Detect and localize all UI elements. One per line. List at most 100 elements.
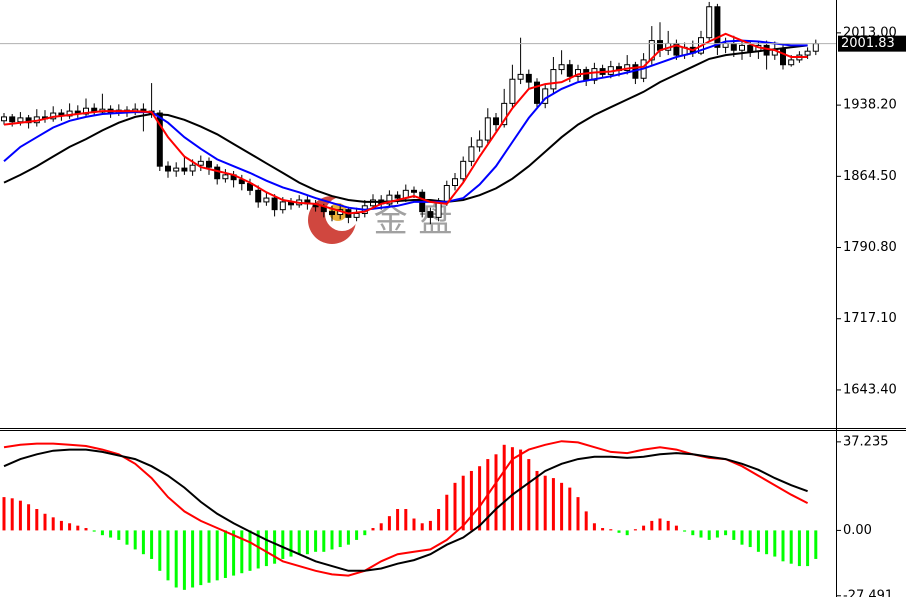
candle-body [271, 197, 278, 211]
histogram-bar [371, 528, 375, 531]
candle-body [780, 48, 786, 66]
histogram-bar [535, 470, 539, 531]
candle-body [534, 81, 540, 104]
candle-body [517, 73, 524, 80]
histogram-bar [789, 530, 793, 564]
candle-body [206, 160, 212, 168]
candle-body [804, 50, 811, 56]
candle-body [9, 116, 16, 123]
y-tick-label: -27.491 [843, 588, 893, 597]
histogram-bar [806, 530, 810, 567]
histogram-bar [756, 530, 760, 552]
histogram-bar [346, 530, 350, 545]
indicator-line [3, 44, 808, 203]
histogram-bar [191, 530, 195, 588]
histogram-bar [84, 528, 88, 531]
candle-body [583, 69, 590, 81]
histogram-bar [576, 497, 580, 531]
candle-body [181, 167, 188, 172]
y-tick-label: 1864.50 [843, 169, 897, 184]
candle-body [173, 167, 180, 172]
candle-body [353, 213, 360, 218]
histogram-bar [330, 530, 334, 550]
indicator-line [3, 32, 808, 215]
histogram-bar [568, 487, 572, 531]
histogram-bar [453, 482, 457, 531]
histogram-bar [732, 530, 736, 540]
histogram-bar [100, 530, 104, 536]
histogram-bar [773, 530, 777, 557]
candle-body [747, 44, 754, 52]
candle-body [452, 178, 458, 186]
candle-body [189, 164, 196, 172]
histogram-bar [141, 530, 145, 555]
candle-body [509, 78, 516, 104]
histogram-bar [527, 459, 531, 531]
histogram-bar [68, 523, 72, 531]
candle-body [435, 201, 442, 218]
histogram-bar [674, 525, 678, 531]
histogram-bar [166, 530, 170, 581]
histogram-bar [379, 523, 383, 531]
candle-body [558, 64, 565, 71]
candle-body [460, 160, 467, 180]
histogram-bar [273, 530, 277, 564]
histogram-bar [740, 530, 744, 545]
histogram-bar [666, 520, 670, 531]
histogram-bar [10, 498, 14, 531]
histogram-bar [338, 530, 342, 548]
histogram-bar [502, 444, 506, 531]
histogram-bar [510, 447, 514, 531]
histogram-bar [363, 530, 367, 536]
histogram-bar [781, 530, 785, 562]
candle-body [1, 116, 7, 122]
histogram-bar [814, 530, 818, 559]
histogram-bar [174, 530, 178, 588]
candle-body [468, 146, 475, 162]
candle-body [214, 166, 221, 180]
candle-body [427, 211, 434, 218]
y-tick-label: 1643.40 [843, 382, 897, 397]
histogram-bar [609, 529, 613, 531]
histogram-bar [396, 509, 400, 531]
histogram-bar [240, 530, 244, 574]
histogram-bar [625, 530, 629, 536]
histogram-bar [494, 454, 498, 531]
candle-body [386, 194, 393, 205]
candle-body [714, 6, 721, 48]
histogram-bar [437, 509, 441, 531]
histogram-bar [27, 504, 31, 531]
histogram-bar [724, 530, 728, 536]
histogram-bar [412, 518, 416, 531]
candle-body [706, 6, 713, 39]
histogram-bar [51, 517, 55, 531]
histogram-bar [715, 530, 719, 538]
macd-plot [2, 440, 818, 590]
histogram-bar [150, 530, 154, 559]
candle-body [329, 211, 335, 215]
histogram-bar [642, 525, 646, 531]
y-tick-label: 1790.80 [843, 240, 897, 255]
histogram-bar [601, 528, 605, 531]
histogram-bar [2, 497, 6, 531]
histogram-bar [158, 530, 162, 571]
candle-body [197, 160, 204, 166]
histogram-bar [215, 530, 219, 581]
candle-body [575, 69, 581, 77]
histogram-bar [59, 520, 63, 531]
histogram-bar [256, 530, 260, 569]
histogram-bar [658, 518, 662, 531]
histogram-bar [322, 530, 326, 552]
histogram-bar [707, 530, 711, 540]
histogram-bar [420, 523, 424, 531]
histogram-bar [592, 523, 596, 531]
candle-body [263, 197, 270, 203]
histogram-bar [355, 530, 359, 540]
candle-body [730, 42, 737, 51]
candle-body [279, 201, 286, 211]
candle-body [222, 174, 229, 180]
histogram-bar [248, 530, 252, 571]
candle-body [255, 189, 262, 203]
